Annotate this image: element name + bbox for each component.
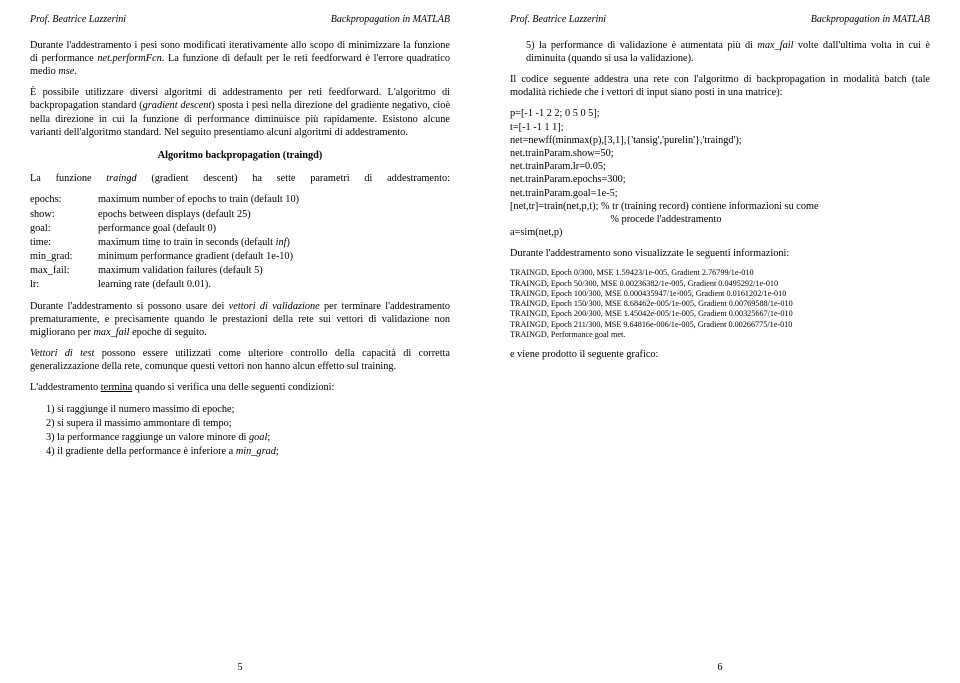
training-log: TRAINGD, Epoch 0/300, MSE 1.59423/1e-005… — [510, 268, 930, 340]
code-line: net.trainParam.epochs=300; — [510, 173, 930, 186]
para-r1: 5) la performance di validazione è aumen… — [510, 39, 930, 65]
cond-3: 3) la performance raggiunge un valore mi… — [46, 431, 450, 444]
page-left: Prof. Beatrice Lazzerini Backpropagation… — [0, 0, 480, 683]
code-line: net.trainParam.goal=1e-5; — [510, 187, 930, 200]
log-line: TRAINGD, Epoch 150/300, MSE 8.68462e-005… — [510, 299, 930, 309]
header-title: Backpropagation in MATLAB — [331, 14, 450, 27]
log-line: TRAINGD, Epoch 0/300, MSE 1.59423/1e-005… — [510, 268, 930, 278]
cond-1: 1) si raggiunge il numero massimo di epo… — [46, 403, 450, 416]
page-number: 5 — [0, 662, 480, 675]
param-val: learning rate (default 0.01). — [98, 278, 450, 291]
code-line: net.trainParam.show=50; — [510, 147, 930, 160]
cond-4: 4) il gradiente della performance è infe… — [46, 445, 450, 458]
code-line: % procede l'addestramento — [510, 213, 930, 226]
code-block: p=[-1 -1 2 2; 0 5 0 5]; t=[-1 -1 1 1]; n… — [510, 107, 930, 239]
log-line: TRAINGD, Epoch 200/300, MSE 1.45042e-005… — [510, 309, 930, 319]
para-r2: Il codice seguente addestra una rete con… — [510, 73, 930, 99]
param-key: time: — [30, 236, 92, 249]
header-author: Prof. Beatrice Lazzerini — [510, 14, 606, 27]
log-line: TRAINGD, Performance goal met. — [510, 330, 930, 340]
param-val: epochs between displays (default 25) — [98, 208, 450, 221]
code-line: net.trainParam.lr=0.05; — [510, 160, 930, 173]
param-val: performance goal (default 0) — [98, 222, 450, 235]
param-val: maximum validation failures (default 5) — [98, 264, 450, 277]
param-key: show: — [30, 208, 92, 221]
header-title: Backpropagation in MATLAB — [811, 14, 930, 27]
param-key: min_grad: — [30, 250, 92, 263]
log-line: TRAINGD, Epoch 211/300, MSE 9.64816e-006… — [510, 320, 930, 330]
param-val: minimum performance gradient (default 1e… — [98, 250, 450, 263]
code-line: a=sim(net,p) — [510, 226, 930, 239]
param-val: maximum time to train in seconds (defaul… — [98, 236, 450, 249]
code-line: [net,tr]=train(net,p,t); % tr (training … — [510, 200, 930, 213]
param-key: goal: — [30, 222, 92, 235]
page-right: Prof. Beatrice Lazzerini Backpropagation… — [480, 0, 960, 683]
param-key: lr: — [30, 278, 92, 291]
page-number: 6 — [480, 662, 960, 675]
param-key: max_fail: — [30, 264, 92, 277]
param-list: epochs: maximum number of epochs to trai… — [30, 193, 450, 291]
param-val: maximum number of epochs to train (defau… — [98, 193, 450, 206]
param-key: epochs: — [30, 193, 92, 206]
para-3: La funzione traingd (gradient descent) h… — [30, 172, 450, 185]
para-1: Durante l'addestramento i pesi sono modi… — [30, 39, 450, 79]
para-2: È possibile utilizzare diversi algoritmi… — [30, 86, 450, 139]
para-5: Vettori di test possono essere utilizzat… — [30, 347, 450, 373]
code-line: t=[-1 -1 1 1]; — [510, 121, 930, 134]
para-4: Durante l'addestramento si possono usare… — [30, 300, 450, 340]
log-line: TRAINGD, Epoch 100/300, MSE 0.000435947/… — [510, 289, 930, 299]
header: Prof. Beatrice Lazzerini Backpropagation… — [510, 14, 930, 27]
section-title: Algoritmo backpropagation (traingd) — [30, 149, 450, 162]
para-6: L'addestramento termina quando si verifi… — [30, 381, 450, 394]
header-author: Prof. Beatrice Lazzerini — [30, 14, 126, 27]
cond-2: 2) si supera il massimo ammontare di tem… — [46, 417, 450, 430]
code-line: net=newff(minmax(p),[3,1],{'tansig','pur… — [510, 134, 930, 147]
header: Prof. Beatrice Lazzerini Backpropagation… — [30, 14, 450, 27]
code-line: p=[-1 -1 2 2; 0 5 0 5]; — [510, 107, 930, 120]
para-r4: e viene prodotto il seguente grafico: — [510, 348, 930, 361]
log-line: TRAINGD, Epoch 50/300, MSE 0.00236382/1e… — [510, 279, 930, 289]
conditions-list: 1) si raggiunge il numero massimo di epo… — [30, 403, 450, 459]
para-r3: Durante l'addestramento sono visualizzat… — [510, 247, 930, 260]
